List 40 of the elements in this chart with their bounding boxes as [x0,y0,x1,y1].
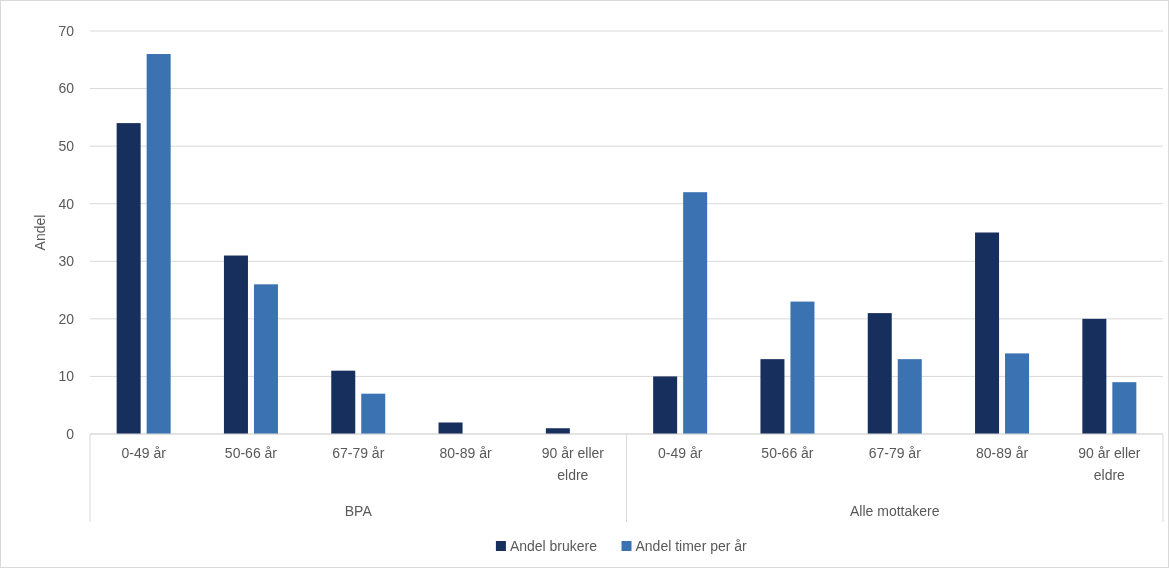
y-tick-label: 20 [58,310,75,327]
y-tick-label: 50 [58,138,75,155]
y-tick-label: 0 [66,425,75,442]
legend-label: Andel timer per år [635,537,748,554]
x-tick-label: 0-49 år [121,445,167,461]
bar [1005,353,1030,434]
bar [361,393,386,434]
text: BPA [344,503,373,519]
x-tick-label: 67-79 år [332,445,385,461]
x-tick-label: 90 år eller eldre [1078,445,1141,483]
x-tick-label: 90 år eller eldre [541,445,605,483]
bar [867,313,892,434]
bar [897,359,922,434]
bar [653,376,678,434]
bar [975,232,1000,434]
bar [760,359,785,434]
x-tick-label: 67-79 år [868,445,922,461]
text: Alle mottakere [850,503,940,519]
legend-label: Andel brukere [509,537,598,554]
x-tick-label: 80-89 år [975,445,1029,461]
y-axis-title: Andel [32,214,48,251]
bar [1082,318,1107,434]
bar [331,370,356,434]
bar [683,192,708,434]
y-tick-label: 30 [58,253,75,270]
y-tick-label: 60 [58,80,75,97]
y-tick-label: 40 [58,195,75,212]
x-tick-label: 80-89 år [439,445,492,461]
x-tick-label: 50-66 år [761,445,814,461]
y-tick-label: 10 [58,368,75,385]
bar [146,54,171,434]
bar [1112,382,1137,434]
x-tick-label: 0-49 år [657,445,703,461]
bar [116,123,141,434]
y-tick-label: 70 [58,22,75,39]
bar [253,284,278,434]
bar [790,301,815,434]
bar [438,422,463,434]
x-tick-label: 50-66 år [224,445,278,461]
bar [223,255,248,434]
